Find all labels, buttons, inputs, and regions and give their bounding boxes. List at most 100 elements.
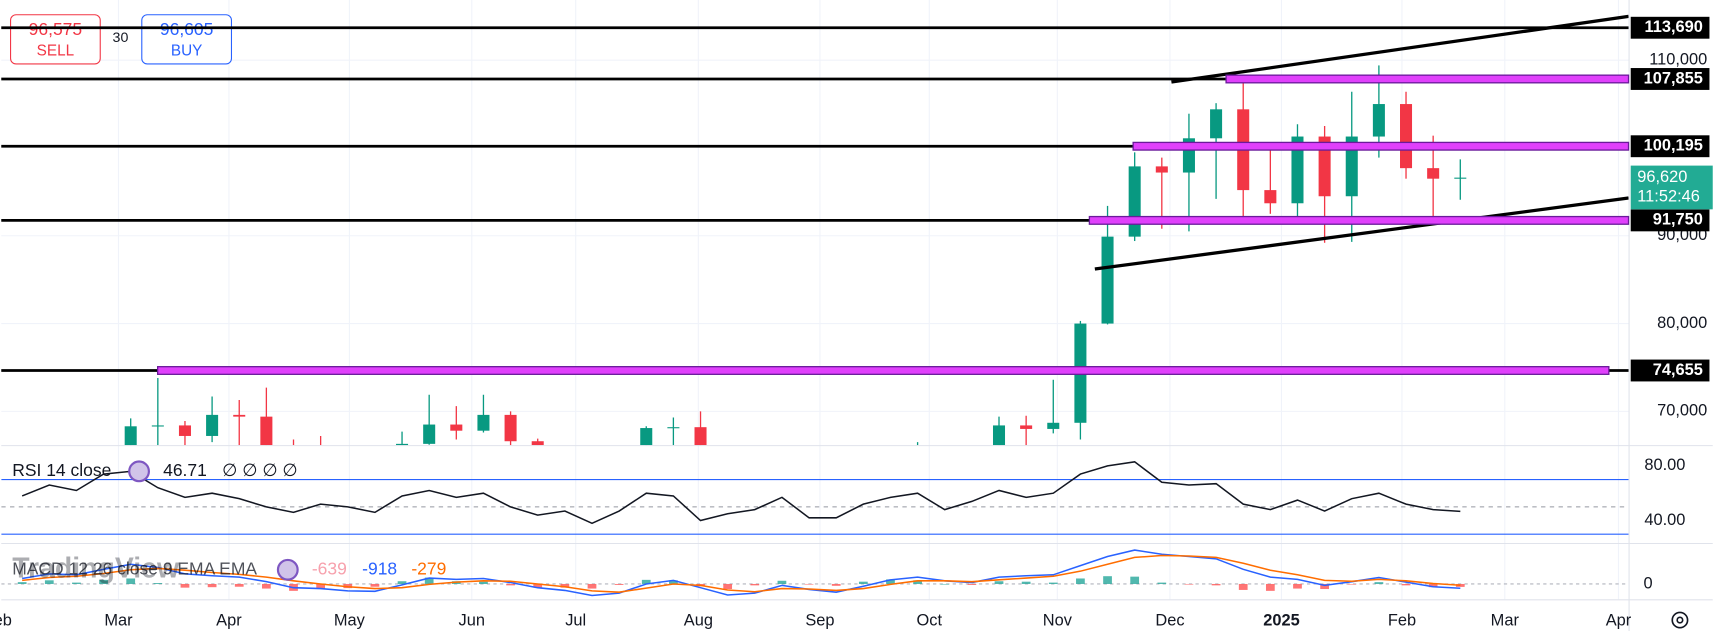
candle-body — [1047, 422, 1060, 429]
signal-line — [22, 554, 1461, 593]
histogram-bar — [479, 581, 488, 584]
candle-body — [992, 425, 1006, 446]
candle-body — [1264, 190, 1277, 204]
sell-price: 96,575 — [29, 19, 82, 39]
histogram-bar — [1320, 583, 1329, 590]
y-tick-label: 70,000 — [1657, 402, 1707, 420]
histogram-bar — [153, 583, 163, 584]
candle-body — [260, 416, 273, 446]
y-tick-label: 80,000 — [1657, 314, 1707, 332]
y-tick-label: 80.00 — [1644, 456, 1685, 474]
price-zone — [156, 366, 1610, 375]
histogram-bar — [72, 582, 81, 584]
level-label: 74,655 — [1653, 361, 1703, 379]
histogram-bar — [1293, 583, 1302, 589]
histogram-bar — [1048, 582, 1058, 584]
x-tick-label: 2025 — [1263, 611, 1299, 629]
candle-body — [450, 424, 463, 431]
histogram-bar — [967, 583, 977, 585]
quantity[interactable]: 30 — [113, 30, 129, 46]
buy-price: 96,605 — [160, 19, 213, 39]
y-tick-label: 0 — [1643, 574, 1652, 592]
signal-value: -279 — [411, 558, 446, 578]
candle-body — [1155, 166, 1168, 173]
histogram-bar — [723, 583, 733, 590]
rsi-status: ∅ ∅ ∅ ∅ — [222, 460, 297, 480]
histogram-bar — [1076, 578, 1085, 584]
histogram-bar — [1428, 583, 1438, 588]
histogram-bar — [777, 580, 787, 584]
countdown: 11:52:46 — [1637, 188, 1700, 206]
macd-pane — [1, 549, 1629, 597]
candle-body — [423, 424, 436, 444]
rsi-last-value: 46.71 — [163, 460, 207, 480]
macd-title: MACD 12 26 close 9 EMA EMA — [12, 558, 257, 578]
candle-body — [396, 443, 409, 446]
candle-body — [694, 427, 707, 446]
macd-value: -918 — [362, 558, 397, 578]
settings-button[interactable] — [1671, 611, 1689, 629]
histogram-bar — [126, 578, 136, 584]
histogram-bar — [17, 582, 27, 584]
x-tick-label: Feb — [0, 611, 12, 629]
candle-body — [1210, 109, 1223, 139]
price-pane — [124, 65, 1467, 446]
trend-line[interactable] — [1094, 196, 1629, 271]
level-label: 113,690 — [1645, 18, 1703, 36]
macd-line — [22, 549, 1461, 597]
histogram-bar — [750, 583, 760, 586]
x-tick-label: Sep — [805, 611, 834, 629]
candle-body — [233, 414, 246, 417]
settings-icon — [1676, 616, 1684, 624]
candle-body — [1318, 136, 1331, 197]
candle-body — [640, 428, 653, 446]
x-tick-label: Mar — [1491, 611, 1520, 629]
level-label: 100,195 — [1644, 137, 1703, 155]
histogram-bar — [804, 583, 814, 585]
histogram-bar — [1211, 583, 1221, 586]
histogram-bar — [669, 580, 678, 584]
level-label-box — [1630, 68, 1710, 90]
candle-body — [178, 425, 191, 436]
x-tick-label: Apr — [1606, 611, 1632, 629]
candle-body — [531, 441, 544, 446]
histogram-bar — [1374, 582, 1384, 584]
x-tick-label: Feb — [1388, 611, 1416, 629]
level-label-box — [1630, 209, 1710, 232]
level-label-box — [1630, 135, 1710, 158]
histogram-bar — [1103, 576, 1112, 584]
x-tick-label: May — [334, 611, 366, 629]
histogram-bar — [207, 583, 217, 588]
histogram-bar — [180, 583, 190, 588]
histogram-bar — [1238, 583, 1248, 590]
histogram-bar — [1347, 583, 1357, 585]
y-tick-label: 40.00 — [1644, 511, 1685, 529]
y-tick-label: 110,000 — [1649, 50, 1707, 68]
histogram-bar — [831, 583, 841, 586]
sell-label: SELL — [37, 42, 74, 59]
histogram-bar — [994, 581, 1004, 584]
candle-body — [1427, 168, 1440, 179]
grid — [1, 0, 1629, 600]
rsi-line — [21, 461, 1461, 525]
histogram-bar — [1130, 576, 1140, 584]
histogram-bar — [587, 583, 597, 589]
indicator-icon[interactable] — [276, 558, 299, 581]
histogram-bar — [424, 577, 434, 584]
rsi-title: RSI 14 close — [12, 460, 111, 480]
x-tick-label: Jun — [459, 611, 485, 629]
indicator-icon[interactable] — [128, 460, 150, 483]
x-tick-label: Aug — [684, 611, 713, 629]
watermark: TradingView — [12, 552, 180, 584]
histogram-bar — [370, 583, 380, 587]
buy-label: BUY — [171, 42, 202, 59]
candle-body — [667, 427, 680, 429]
macd-histogram-value: -639 — [312, 558, 347, 578]
price-zone — [1088, 215, 1630, 225]
histogram-bar — [1021, 581, 1031, 584]
x-tick-label: Jul — [565, 611, 586, 629]
level-label-box — [1630, 16, 1710, 39]
candle-body — [124, 426, 137, 446]
